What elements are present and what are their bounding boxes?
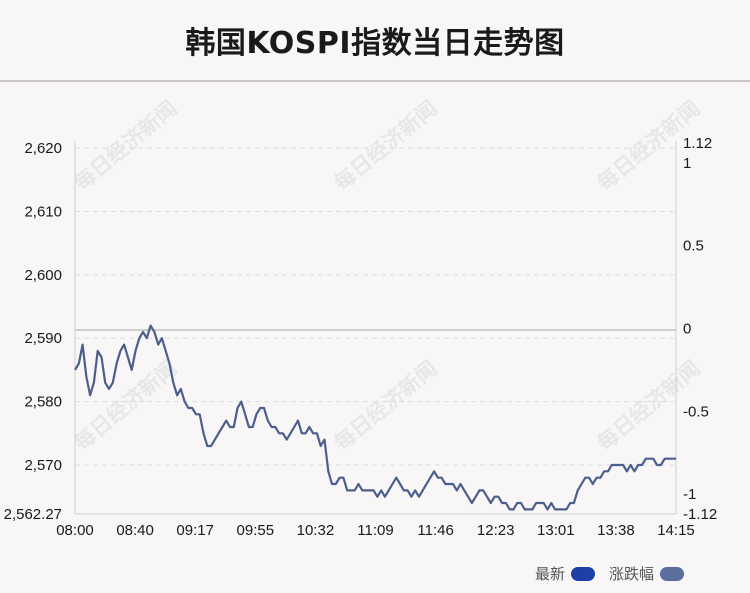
x-tick-label: 13:38 — [597, 522, 635, 539]
legend: 最新 涨跌幅 — [521, 563, 684, 584]
y-left-tick-label: 2,570 — [24, 457, 62, 474]
legend-label-latest: 最新 — [534, 565, 565, 583]
y-left-tick-label: 2,590 — [24, 330, 62, 347]
x-tick-label: 09:55 — [237, 522, 275, 539]
series-line-latest — [74, 324, 676, 511]
legend-label-change: 涨跌幅 — [608, 565, 654, 583]
y-right-tick-label: -1.12 — [683, 506, 717, 523]
legend-item-latest[interactable]: 最新 — [535, 563, 595, 584]
x-tick-label: 11:46 — [417, 522, 453, 539]
y-left-tick-label: 2,562.27 — [4, 506, 62, 523]
y-right-tick-label: -0.5 — [683, 403, 709, 420]
y-left-tick-label: 2,620 — [24, 140, 62, 157]
y-right-tick-label: 1.12 — [683, 135, 712, 152]
x-tick-label: 10:32 — [297, 522, 335, 539]
y-left-tick-label: 2,580 — [24, 394, 62, 411]
y-right-tick-label: 1 — [683, 155, 691, 172]
x-tick-label: 12:23 — [477, 522, 515, 539]
legend-swatch-latest — [570, 566, 595, 581]
y-right-tick-label: 0.5 — [683, 238, 704, 255]
axis-layer — [74, 141, 677, 515]
legend-item-change[interactable]: 涨跌幅 — [609, 563, 684, 584]
series-layer — [74, 324, 676, 511]
legend-swatch-change — [660, 566, 684, 581]
x-tick-label: 14:15 — [657, 522, 695, 539]
y-left-tick-label: 2,610 — [24, 203, 62, 220]
x-tick-label: 09:17 — [176, 522, 214, 539]
grid-layer — [75, 147, 676, 515]
y-right-tick-label: -1 — [683, 486, 696, 503]
chart-title: 韩国KOSPI指数当日走势图 — [185, 26, 565, 61]
x-tick-label: 08:40 — [116, 522, 154, 539]
x-tick-label: 11:09 — [357, 522, 393, 539]
x-tick-label: 08:00 — [56, 522, 94, 539]
tick-layer: 2,620 2,610 2,600 2,590 2,580 2,570 2,562.27 1.… — [4, 135, 718, 539]
x-tick-label: 13:01 — [537, 522, 575, 539]
title-divider — [0, 80, 750, 82]
y-right-tick-label: 0 — [683, 321, 691, 338]
y-left-tick-label: 2,600 — [24, 267, 62, 284]
